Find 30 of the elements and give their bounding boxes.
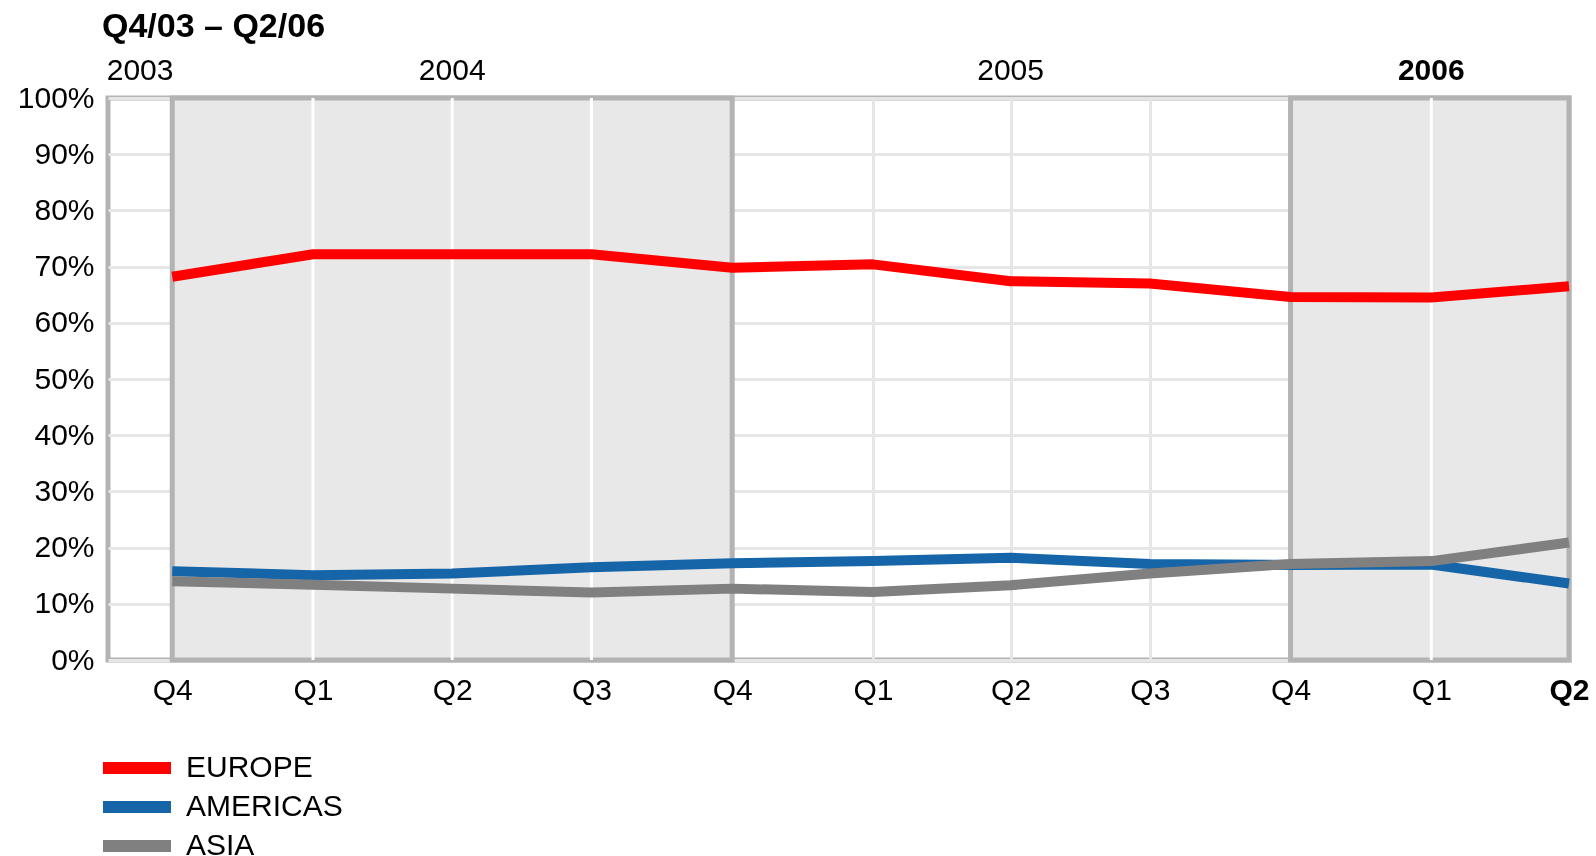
x2-tick-label: 2006 [1397, 53, 1465, 86]
x-tick-label: Q3 [1130, 672, 1171, 706]
x-tick-label: Q3 [571, 672, 612, 706]
x-tick-label: Q4 [712, 672, 753, 706]
y-tick-label: 90% [34, 136, 95, 170]
y-tick-label: 10% [34, 586, 95, 620]
x-tick-label: Q1 [853, 672, 894, 706]
x-tick-label: Q2 [991, 672, 1032, 706]
x2-tick-label: 2005 [977, 53, 1044, 86]
x2-tick-label: 2004 [418, 53, 486, 86]
x-tick-label: Q1 [293, 672, 334, 706]
y-tick-label: 60% [34, 305, 95, 339]
y-tick-label: 0% [51, 642, 95, 676]
chart-title: Q4/03 – Q2/06 [102, 6, 326, 44]
x-tick-label: Q2 [1549, 672, 1590, 706]
y-tick-label: 20% [34, 530, 95, 564]
x2-tick-label: 2003 [106, 53, 174, 86]
legend-label: EUROPE [186, 750, 313, 783]
legend-label: AMERICAS [186, 789, 343, 822]
y-tick-label: 30% [34, 473, 95, 507]
y-tick-label: 40% [34, 417, 95, 451]
x-tick-label: Q4 [1271, 672, 1312, 706]
x-tick-label: Q4 [152, 672, 193, 706]
legend-label: ASIA [186, 828, 255, 856]
y-tick-label: 80% [34, 192, 95, 226]
x-tick-label: Q2 [432, 672, 473, 706]
y-tick-label: 50% [34, 361, 95, 395]
x-tick-label: Q1 [1411, 672, 1452, 706]
y-tick-label: 70% [34, 249, 95, 283]
y-tick-label: 100% [17, 80, 95, 114]
